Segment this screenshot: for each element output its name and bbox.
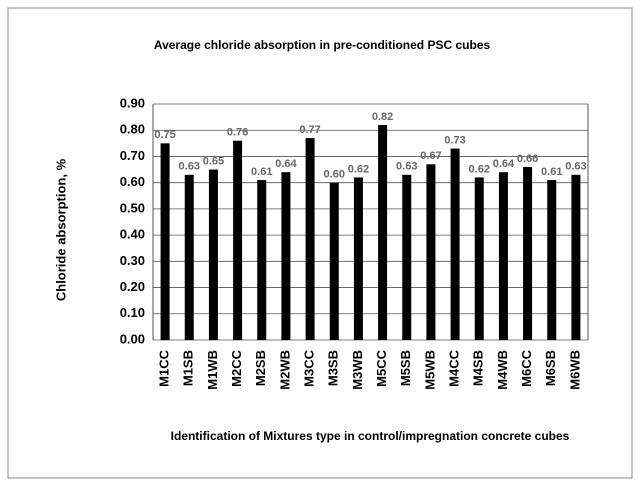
y-axis-label: Chloride absorption, %: [53, 158, 68, 301]
x-tick-label: M6SB: [543, 350, 558, 386]
x-tick-label: M4WB: [495, 350, 510, 390]
bar: [160, 143, 170, 340]
x-tick-label: M4SB: [471, 350, 486, 386]
bar: [281, 172, 291, 340]
bar: [498, 172, 508, 340]
bar: [450, 148, 460, 340]
y-tick-label: 0.70: [120, 148, 145, 163]
x-tick-label: M6CC: [519, 349, 534, 386]
chart-title: Average chloride absorption in pre-condi…: [154, 38, 491, 52]
y-tick-label: 0.40: [120, 227, 145, 242]
data-label: 0.63: [396, 161, 417, 173]
y-tick-label: 0.30: [120, 253, 145, 268]
x-tick-label: M1CC: [157, 349, 172, 386]
bar: [305, 138, 315, 340]
x-tick-label: M2CC: [229, 349, 244, 386]
x-tick-label: M1WB: [205, 350, 220, 390]
data-label: 0.63: [565, 161, 586, 173]
x-tick-label: M5CC: [374, 349, 389, 386]
bar: [426, 164, 436, 340]
x-tick-label: M3SB: [326, 350, 341, 386]
bar: [402, 174, 412, 340]
y-tick-label: 0.60: [120, 174, 145, 189]
y-tick-label: 0.80: [120, 122, 145, 137]
data-label: 0.82: [372, 111, 393, 123]
x-tick-label: M3CC: [302, 349, 317, 386]
y-tick-label: 0.50: [120, 200, 145, 215]
chart-border: [7, 7, 633, 479]
data-label: 0.62: [469, 163, 490, 175]
data-label: 0.63: [179, 161, 200, 173]
data-label: 0.64: [275, 158, 297, 170]
bar: [523, 166, 533, 340]
x-tick-label: M5WB: [422, 350, 437, 390]
data-label: 0.64: [493, 158, 515, 170]
bar: [184, 174, 194, 340]
data-label: 0.77: [299, 124, 320, 136]
data-label: 0.76: [227, 127, 248, 139]
x-axis-label: Identification of Mixtures type in contr…: [171, 429, 570, 443]
y-tick-label: 0.00: [120, 331, 145, 346]
bar: [329, 182, 339, 340]
bar: [233, 140, 243, 340]
bar: [547, 180, 557, 340]
bar: [474, 177, 484, 340]
y-tick-label: 0.20: [120, 279, 145, 294]
x-tick-label: M5SB: [398, 350, 413, 386]
data-label: 0.75: [154, 129, 175, 141]
data-label: 0.65: [203, 155, 224, 167]
data-label: 0.66: [517, 153, 538, 165]
bar: [257, 180, 267, 340]
x-tick-label: M3WB: [350, 350, 365, 390]
data-label: 0.61: [251, 166, 272, 178]
data-label: 0.60: [324, 169, 345, 181]
data-label: 0.61: [541, 166, 562, 178]
y-tick-label: 0.90: [120, 95, 145, 110]
y-tick-label: 0.10: [120, 305, 145, 320]
bar: [353, 177, 363, 340]
x-tick-label: M4CC: [447, 349, 462, 386]
x-tick-label: M1SB: [181, 350, 196, 386]
data-label: 0.62: [348, 163, 369, 175]
x-tick-label: M2SB: [253, 350, 268, 386]
bar: [208, 169, 218, 340]
data-label: 0.67: [420, 150, 441, 162]
data-label: 0.73: [444, 134, 465, 146]
bar: [378, 124, 388, 340]
x-tick-label: M2WB: [277, 350, 292, 390]
bar: [571, 174, 581, 340]
x-tick-label: M6WB: [567, 350, 582, 390]
